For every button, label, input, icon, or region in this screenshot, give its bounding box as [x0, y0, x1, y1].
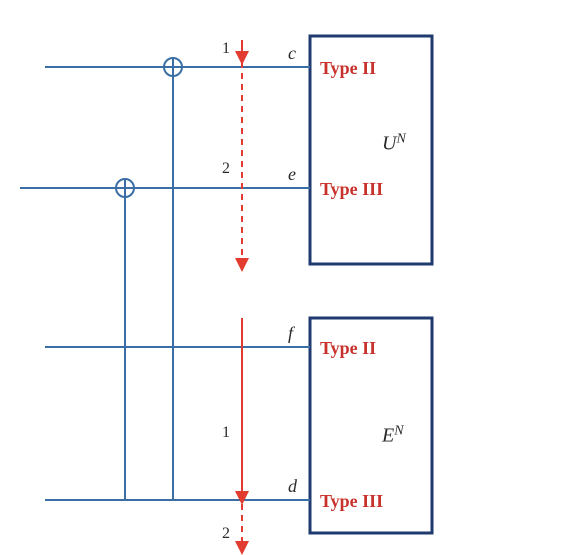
label-f: f — [288, 323, 296, 343]
xor-node-1 — [164, 58, 182, 76]
type-label-e: Type III — [320, 179, 383, 199]
num-label-2-bottom: 2 — [222, 525, 230, 542]
block-label-E: EN — [381, 423, 404, 447]
label-d: d — [288, 476, 298, 496]
num-label-1-top: 1 — [222, 40, 230, 57]
block-label-U: UN — [382, 131, 406, 155]
label-c: c — [288, 43, 296, 63]
num-label-2-top: 2 — [222, 160, 230, 177]
circuit-diagram: 1 2 1 2 c e f d Type II Type III Type II Type III UN… — [0, 0, 572, 555]
label-e: e — [288, 164, 296, 184]
num-label-1-bottom: 1 — [222, 424, 230, 441]
type-label-d: Type III — [320, 491, 383, 511]
type-label-f: Type II — [320, 338, 376, 358]
xor-node-2 — [116, 179, 134, 197]
type-label-c: Type II — [320, 58, 376, 78]
